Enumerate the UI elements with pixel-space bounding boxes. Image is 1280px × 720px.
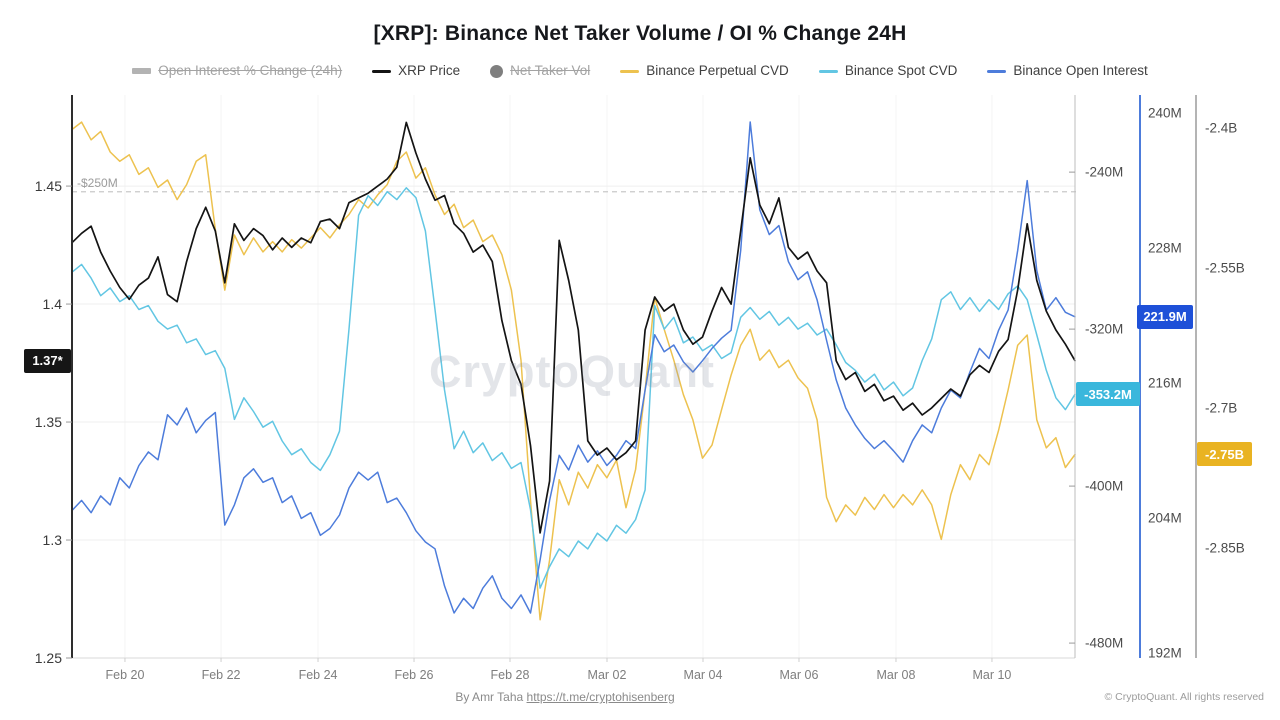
series-xrp-price	[71, 121, 1076, 534]
legend-item-binance-spot-cvd[interactable]: Binance Spot CVD	[818, 62, 958, 80]
series-binance-spot-cvd	[71, 187, 1076, 589]
series-binance-open-interest	[71, 121, 1076, 614]
line-marker-icon	[818, 69, 838, 73]
legend-item-xrp-price[interactable]: XRP Price	[372, 62, 460, 80]
legend-item-binance-perpetual-cvd[interactable]: Binance Perpetual CVD	[620, 62, 789, 80]
legend-item-label: Binance Open Interest	[1013, 63, 1148, 78]
legend-item-label: Open Interest % Change (24h)	[158, 63, 343, 78]
line-marker-icon	[987, 69, 1007, 73]
line-marker-icon	[620, 69, 640, 73]
legend-item-label: Net Taker Vol	[510, 63, 591, 78]
legend-item-net-taker-vol[interactable]: Net Taker Vol	[490, 62, 590, 80]
telegram-link[interactable]: https://t.me/cryptohisenberg	[526, 690, 675, 704]
legend-item-binance-open-interest[interactable]: Binance Open Interest	[987, 62, 1148, 80]
legend-item-label: XRP Price	[398, 63, 461, 78]
legend: Open Interest % Change (24h) XRP Price Net…	[0, 62, 1280, 80]
legend-item-label: Binance Perpetual CVD	[646, 63, 789, 78]
legend-item-open-interest-pct-change-24h[interactable]: Open Interest % Change (24h)	[132, 62, 342, 80]
circle-marker-icon	[490, 64, 504, 78]
bar-marker-icon	[132, 68, 152, 74]
line-marker-icon	[372, 69, 392, 73]
series-binance-perpetual-cvd	[71, 121, 1076, 621]
legend-item-label: Binance Spot CVD	[844, 63, 958, 78]
